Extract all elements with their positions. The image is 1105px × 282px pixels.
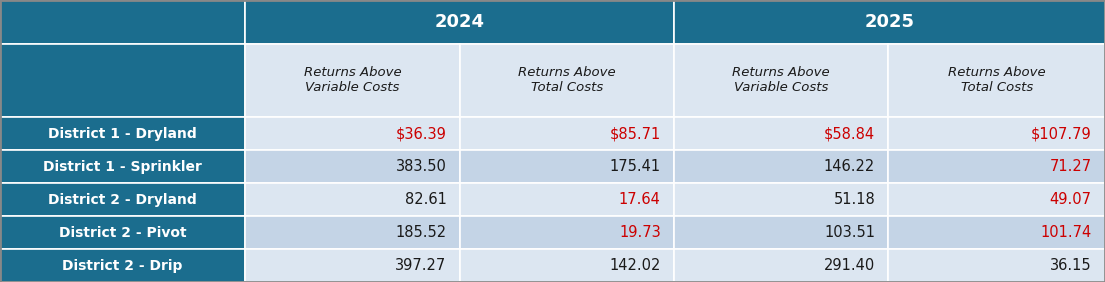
Bar [0,150,245,183]
Text: 185.52: 185.52 [396,225,446,240]
Text: District 2 - Dryland: District 2 - Dryland [49,193,197,206]
Text: $107.79: $107.79 [1031,126,1092,141]
Text: 291.40: 291.40 [824,258,875,273]
Text: 175.41: 175.41 [610,159,661,174]
Bar [0,183,245,216]
Text: 397.27: 397.27 [396,258,446,273]
Bar [460,44,674,117]
Bar [674,216,888,249]
Bar [460,249,674,282]
Text: 82.61: 82.61 [404,192,446,207]
Bar [674,117,888,150]
Text: $58.84: $58.84 [824,126,875,141]
Bar [674,249,888,282]
Bar [888,183,1105,216]
Text: 17.64: 17.64 [619,192,661,207]
Bar [674,183,888,216]
Text: $36.39: $36.39 [396,126,446,141]
Bar [0,117,245,150]
Bar [245,150,460,183]
Bar [0,216,245,249]
Text: 142.02: 142.02 [610,258,661,273]
Text: Returns Above
Total Costs: Returns Above Total Costs [518,66,615,94]
Text: $85.71: $85.71 [610,126,661,141]
Bar [0,0,245,44]
Text: 71.27: 71.27 [1050,159,1092,174]
Text: 2025: 2025 [864,13,915,31]
Bar [888,150,1105,183]
Bar [460,216,674,249]
Bar [674,44,888,117]
Bar [460,150,674,183]
Bar [245,183,460,216]
Bar [888,117,1105,150]
Bar [460,117,674,150]
Bar [245,216,460,249]
Bar [0,44,245,117]
Text: District 1 - Dryland: District 1 - Dryland [49,127,197,140]
Text: 101.74: 101.74 [1041,225,1092,240]
Text: Returns Above
Total Costs: Returns Above Total Costs [948,66,1045,94]
Text: 51.18: 51.18 [833,192,875,207]
Text: District 2 - Pivot: District 2 - Pivot [59,226,187,239]
Bar [245,117,460,150]
Bar [0,249,245,282]
Bar [674,150,888,183]
Bar [888,249,1105,282]
Bar [245,249,460,282]
Text: 146.22: 146.22 [824,159,875,174]
Bar [888,44,1105,117]
Bar [888,216,1105,249]
Text: 103.51: 103.51 [824,225,875,240]
Bar [460,183,674,216]
Text: District 1 - Sprinkler: District 1 - Sprinkler [43,160,202,173]
Text: Returns Above
Variable Costs: Returns Above Variable Costs [733,66,830,94]
Text: 383.50: 383.50 [396,159,446,174]
Text: 2024: 2024 [434,13,485,31]
Text: District 2 - Drip: District 2 - Drip [63,259,182,272]
Text: 49.07: 49.07 [1050,192,1092,207]
Bar [674,0,1105,44]
Text: Returns Above
Variable Costs: Returns Above Variable Costs [304,66,401,94]
Bar [245,44,460,117]
Text: 19.73: 19.73 [619,225,661,240]
Text: 36.15: 36.15 [1050,258,1092,273]
Bar [245,0,674,44]
